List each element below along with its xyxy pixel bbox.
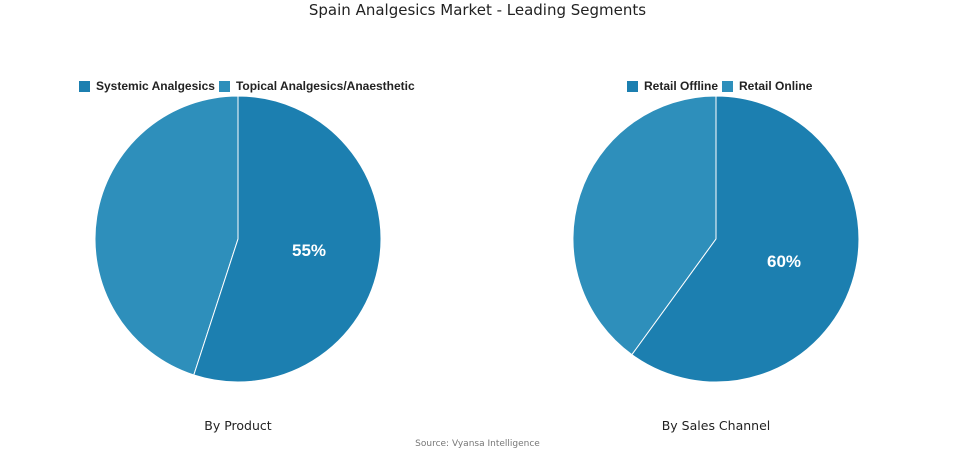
legend-item-retail-offline[interactable]: Retail Offline (627, 79, 718, 93)
legend-item-retail-online[interactable]: Retail Online (722, 79, 812, 93)
pie-slice-retail-online[interactable] (573, 96, 717, 356)
legend-item-systemic[interactable]: Systemic Analgesics (79, 79, 215, 93)
legend-label: Topical Analgesics/Anaesthetic (235, 79, 415, 93)
pie-slice-retail-offline[interactable] (631, 96, 859, 382)
pie-value-label: 55% (292, 241, 326, 260)
legend-label: Retail Offline (644, 79, 719, 93)
product-legend: Systemic Analgesics Topical Analgesics/A… (79, 79, 419, 93)
legend-swatch (79, 80, 90, 92)
legend-label: Systemic Analgesics (96, 79, 215, 93)
source-note: Source: Vyansa Intelligence (415, 439, 540, 449)
channel-chart-label: By Sales Channel (661, 418, 771, 433)
legend-swatch (722, 80, 734, 92)
pie-slice-systemic[interactable] (193, 96, 381, 382)
product-chart-label: By Product (204, 418, 272, 433)
legend-label: Retail Online (739, 79, 813, 93)
pie-value-label: 60% (767, 252, 801, 271)
legend-swatch (218, 80, 230, 92)
channel-legend: Retail Offline Retail Online (627, 79, 816, 93)
legend-item-topical[interactable]: Topical Analgesics/Anaesthetic (218, 79, 415, 93)
chart-title: Spain Analgesics Market - Leading Segmen… (308, 1, 647, 19)
channel-pie-chart: 60% (573, 96, 859, 382)
pie-slice-topical[interactable] (95, 96, 239, 376)
legend-swatch (627, 80, 638, 92)
product-pie-chart: 55% (95, 96, 381, 382)
